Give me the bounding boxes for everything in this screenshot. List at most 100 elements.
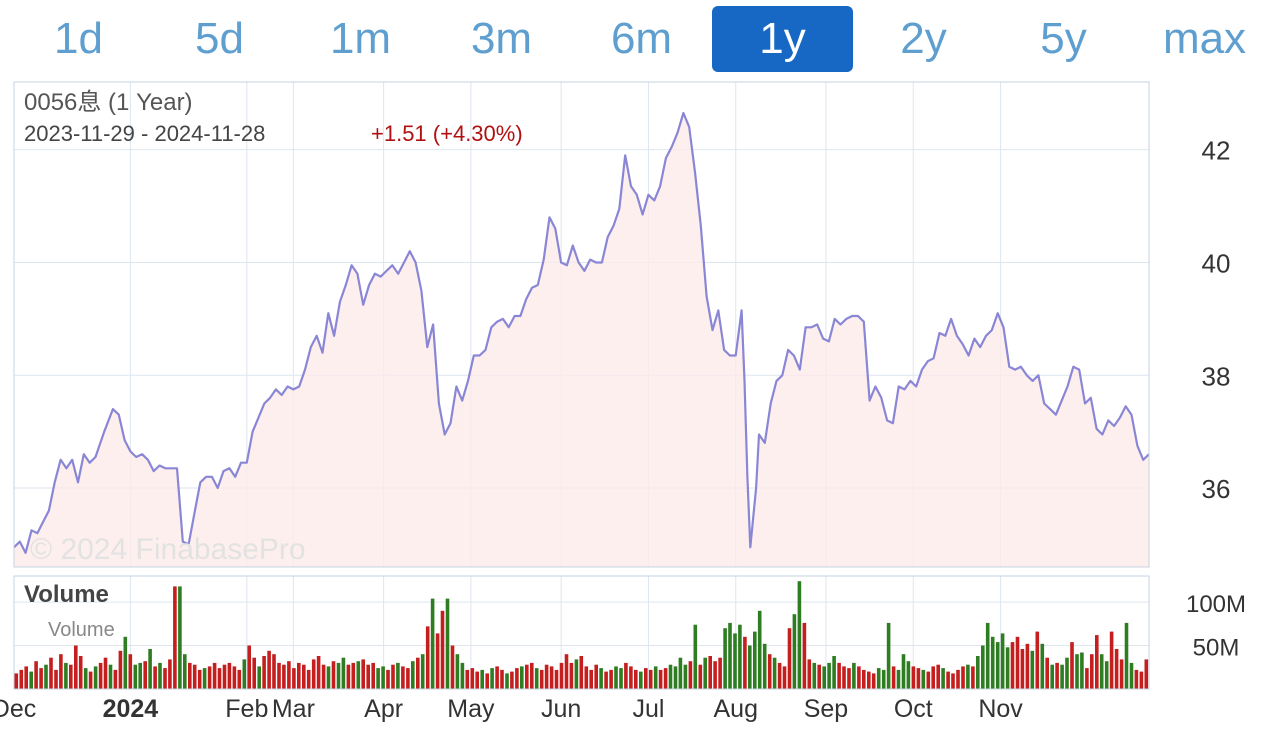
range-tab-2y[interactable]: 2y <box>900 14 947 63</box>
volume-bar <box>173 586 177 689</box>
volume-bar <box>1040 643 1045 689</box>
range-tab-1m[interactable]: 1m <box>329 14 392 63</box>
volume-bar <box>435 633 440 689</box>
volume-bar <box>341 657 346 689</box>
volume-bar <box>470 668 475 689</box>
volume-bar <box>678 657 683 689</box>
volume-bar <box>827 662 831 689</box>
volume-bar <box>976 656 980 689</box>
volume-bar <box>1080 652 1084 689</box>
volume-axis: 100M 50M <box>1186 591 1246 661</box>
volume-bar <box>420 654 425 689</box>
volume-bar <box>19 669 24 689</box>
x-tick-label: May <box>447 695 495 723</box>
volume-bar <box>64 662 68 689</box>
range-tab-1y[interactable]: 1y <box>712 6 853 72</box>
volume-bar <box>212 662 217 689</box>
volume-bar <box>1104 661 1109 689</box>
volume-bar <box>411 661 415 689</box>
volume-bar <box>490 668 494 689</box>
volume-bar <box>698 664 703 689</box>
volume-bar <box>24 666 28 689</box>
volume-bar <box>688 661 693 689</box>
volume-bar <box>1070 642 1074 689</box>
volume-bar <box>1050 664 1054 689</box>
volume-bar <box>525 664 529 689</box>
range-tab-5d[interactable]: 5d <box>195 14 244 63</box>
volume-bar <box>802 622 807 689</box>
volume-bar <box>762 643 767 689</box>
price-area <box>14 113 1149 567</box>
volume-bar <box>995 642 1000 689</box>
volume-bar <box>559 662 564 689</box>
volume-bar <box>133 664 138 689</box>
range-tab-5y[interactable]: 5y <box>1040 14 1087 63</box>
x-tick-label: Apr <box>364 695 403 723</box>
volume-bar <box>425 626 430 689</box>
volume-bar <box>316 656 321 689</box>
volume-bar <box>376 668 380 689</box>
volume-bar <box>748 645 752 689</box>
volume-bar <box>222 664 227 689</box>
volume-bar <box>138 662 142 689</box>
volume-bar <box>549 666 554 689</box>
range-tab-3m[interactable]: 3m <box>470 14 533 63</box>
volume-bar <box>1085 668 1089 689</box>
volume-bar <box>926 671 931 689</box>
volume-label: Volume <box>24 581 109 608</box>
volume-bar <box>1025 643 1030 689</box>
range-selector: 1d 5d 1m 3m 6m 1y 2y 5y max <box>0 0 1284 78</box>
chart-title: 0056息 (1 Year) <box>24 89 193 116</box>
volume-bar <box>74 645 78 689</box>
x-tick-label: 2024 <box>103 695 159 723</box>
volume-bar <box>306 669 311 689</box>
x-tick-label: Jul <box>632 695 664 723</box>
volume-bar <box>792 614 797 689</box>
volume-bar <box>272 654 276 689</box>
y-tick-label: 42 <box>1202 136 1231 166</box>
volume-bar <box>961 666 965 689</box>
price-axis: 36 38 40 42 <box>1202 136 1231 504</box>
time-axis: Dec 2024 Feb Mar Apr May Jun Jul Aug Sep Oct Nov <box>0 695 1023 723</box>
volume-bar <box>1075 654 1079 689</box>
range-tab-1d[interactable]: 1d <box>54 14 103 63</box>
volume-bar <box>1035 631 1040 689</box>
volume-bar <box>460 662 465 689</box>
volume-bar <box>941 668 945 689</box>
x-tick-label: Feb <box>225 695 268 723</box>
volume-bar <box>396 662 400 689</box>
volume-bar <box>1099 654 1104 689</box>
volume-bar <box>297 662 301 689</box>
volume-bar <box>227 662 232 689</box>
volume-bar <box>609 669 613 689</box>
volume-bar <box>500 669 504 689</box>
volume-bar <box>891 666 896 689</box>
volume-bar <box>59 654 63 689</box>
range-tab-6m[interactable]: 6m <box>610 14 673 63</box>
volume-bar <box>1030 650 1035 689</box>
volume-bar <box>366 664 370 689</box>
volume-bars <box>14 581 1149 689</box>
volume-bar <box>946 671 950 689</box>
volume-bar <box>247 645 251 689</box>
volume-bar <box>599 668 603 689</box>
volume-bar <box>822 666 826 689</box>
volume-bar <box>530 662 534 689</box>
volume-bar <box>440 610 445 689</box>
volume-bar <box>574 659 579 689</box>
volume-bar <box>128 654 133 689</box>
volume-bar <box>480 669 484 689</box>
volume-bar <box>78 656 83 689</box>
volume-bar <box>1119 659 1124 689</box>
volume-bar <box>738 624 742 689</box>
volume-bar <box>589 669 593 689</box>
volume-bar <box>1114 649 1119 689</box>
volume-bar <box>1020 649 1025 689</box>
volume-bar <box>614 666 618 689</box>
volume-bar <box>158 662 162 689</box>
volume-bar <box>723 628 727 689</box>
volume-bar <box>88 671 93 689</box>
range-tab-max[interactable]: max <box>1162 14 1247 63</box>
volume-tick-label: 50M <box>1193 635 1240 662</box>
